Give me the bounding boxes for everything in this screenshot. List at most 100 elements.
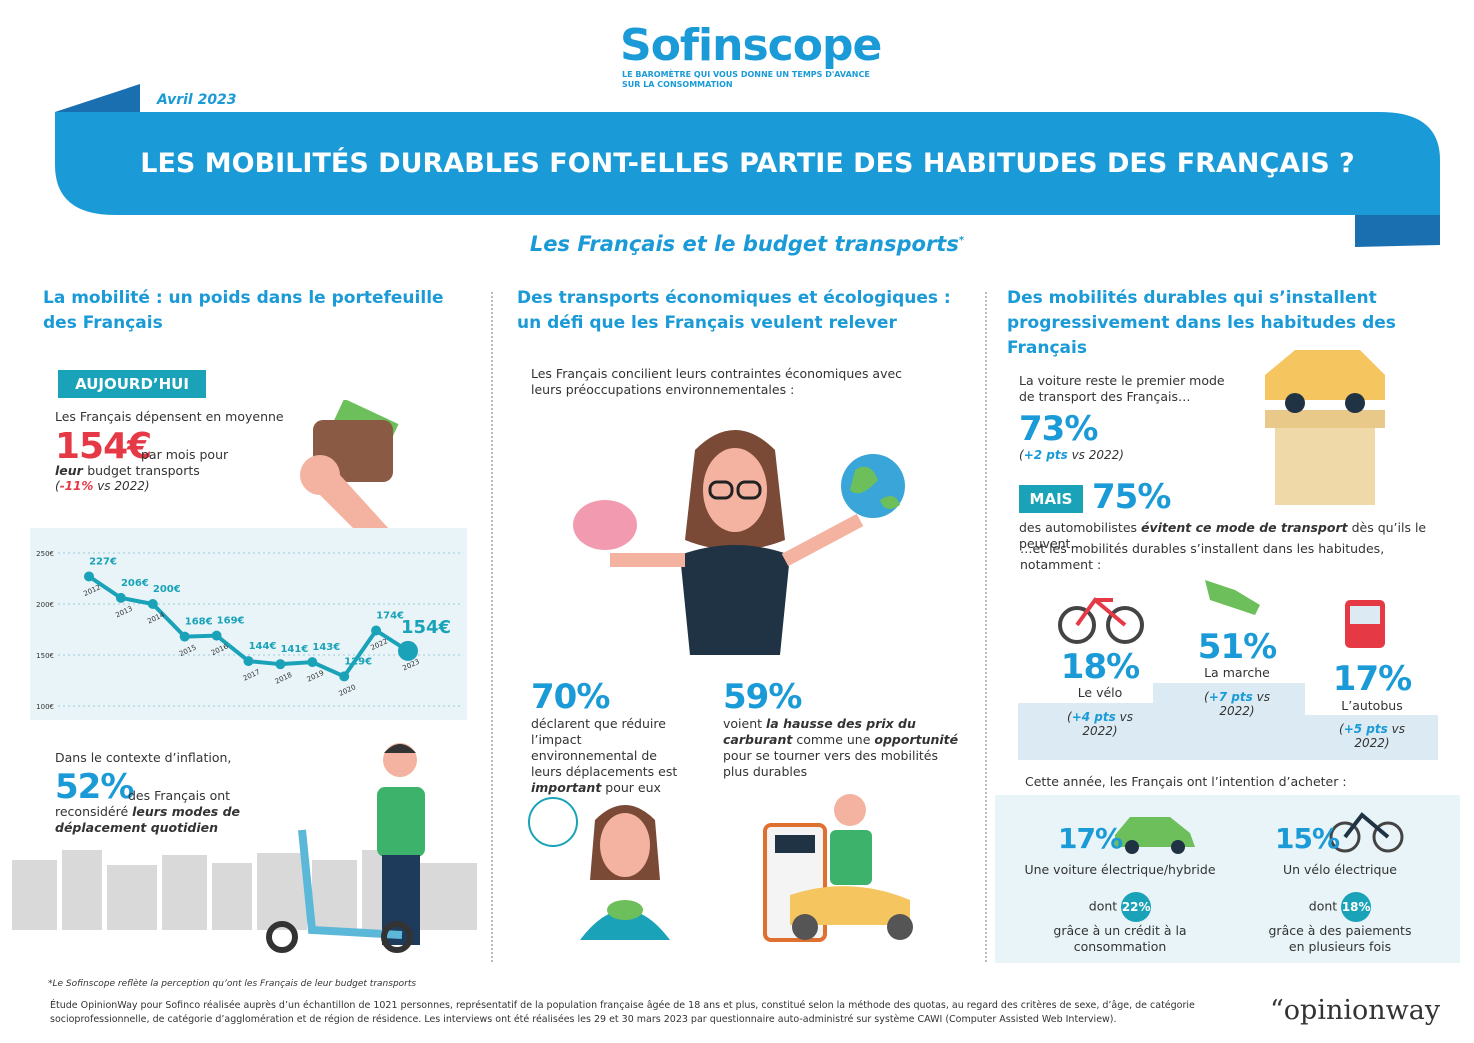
text-part: ( <box>1019 448 1024 462</box>
text: voient la hausse des prix du carburant c… <box>723 716 963 780</box>
text-part: des Français ont reconsidéré <box>55 788 231 819</box>
change: (+5 pts vs 2022) <box>1322 722 1422 750</box>
text-part: vs 2022) <box>1354 722 1405 750</box>
piggy-bank <box>573 500 637 550</box>
point <box>147 599 158 609</box>
wheel <box>381 921 413 953</box>
wheel <box>1125 840 1139 854</box>
label: Le vélo <box>1077 685 1123 700</box>
banner <box>55 84 1440 247</box>
scooter <box>298 829 403 939</box>
text: déclarent que réduire l’impact environne… <box>531 716 691 796</box>
detail: grâce à des paiements en plusieurs fois <box>1268 923 1412 954</box>
wallet-illustration <box>300 400 399 530</box>
value-label: 154€ <box>401 617 451 638</box>
point <box>275 659 286 670</box>
e-bike <box>1372 821 1404 853</box>
shirt <box>680 545 790 655</box>
tagline-line: SUR LA CONSOMMATION <box>622 80 733 89</box>
stat-value: 18% <box>1060 647 1140 687</box>
text: par mois pour leur budget transports <box>55 447 245 479</box>
globe <box>841 454 905 518</box>
point <box>84 571 94 582</box>
date: Avril 2023 <box>157 92 237 108</box>
label: L’autobus <box>1341 698 1403 713</box>
head <box>834 794 866 826</box>
dont-text: dont <box>1088 898 1118 914</box>
point <box>371 625 382 636</box>
text-part: pour eux <box>601 780 661 795</box>
y-tick-label: 100€ <box>36 703 54 711</box>
bike <box>1058 606 1096 644</box>
text: Les Français concilient leurs contrainte… <box>531 366 903 397</box>
y-tick-label: 200€ <box>36 601 54 609</box>
text-part: ( <box>1339 722 1344 736</box>
text-part: déclarent que réduire l’impact environne… <box>531 716 678 779</box>
text-part: ( <box>55 479 60 493</box>
y-tick-label: 250€ <box>36 550 54 558</box>
stat-value: 52% <box>55 767 134 807</box>
city-illustration <box>12 743 477 953</box>
text-part: dès qu’ils le peuvent… <box>1019 520 1427 551</box>
stat-value: 17% <box>1058 822 1123 855</box>
dont-value: 22% <box>1121 892 1152 922</box>
stat-value: 73% <box>1019 409 1098 449</box>
text-part: ( <box>1067 710 1072 724</box>
x-tick-label: 2020 <box>338 683 358 698</box>
skyline <box>12 850 477 930</box>
change: (-11% vs 2022) <box>55 479 150 493</box>
footnote: *Le Sofinscope reflète la perception qu’… <box>48 979 417 989</box>
pump-illustration <box>763 794 913 942</box>
x-tick-label: 2014 <box>146 611 166 626</box>
face <box>703 448 767 532</box>
y-tick-label: 150€ <box>36 652 54 660</box>
e-bike <box>1329 821 1361 853</box>
bubble <box>528 797 578 847</box>
emphasis: leurs modes de déplacement quotidien <box>55 804 241 835</box>
heading: La mobilité : un poids dans le portefeui… <box>43 288 444 333</box>
shoe <box>1205 580 1260 615</box>
banner-shape <box>55 112 1440 215</box>
stat-value: 59% <box>723 677 802 717</box>
emphasis: leur <box>55 463 88 478</box>
glasses <box>736 480 762 500</box>
detail: grâce à un crédit à la consommation <box>1053 923 1187 954</box>
value-label: 169€ <box>217 616 245 627</box>
text-part: vs 2022) <box>93 479 150 493</box>
point <box>307 657 318 668</box>
tagline-line: LE BAROMÈTRE QUI VOUS DONNE UN TEMPS D'A… <box>622 70 870 79</box>
woman-illustration <box>573 430 905 655</box>
value-label: 206€ <box>121 578 149 589</box>
dont-value: 18% <box>1341 892 1372 922</box>
woman-plant-illustration <box>528 797 670 940</box>
wheel <box>1285 393 1305 413</box>
wheel <box>266 921 298 953</box>
x-tick-label: 2012 <box>82 583 102 598</box>
label: Une voiture électrique/hybride <box>1024 862 1216 877</box>
mode-icons <box>1058 580 1385 648</box>
subtitle-mark: * <box>958 235 965 246</box>
e-bike <box>1343 812 1390 839</box>
value-label: 129€ <box>344 656 372 667</box>
bike <box>1075 597 1127 627</box>
value-label: 141€ <box>280 644 308 655</box>
wheel <box>1171 840 1185 854</box>
text-part: vs 2022) <box>1082 710 1133 738</box>
wheel <box>887 914 913 940</box>
line-chart: 250€ 200€ 150€ 100€ 227€ 2012 206€ 2013 200€ 2014… <box>30 528 467 720</box>
point <box>211 630 222 641</box>
text-part: des automobilistes <box>1019 520 1142 535</box>
value-label: 143€ <box>312 642 340 653</box>
stat-value: 70% <box>531 677 610 717</box>
podium-step <box>1153 683 1305 760</box>
value-label: 200€ <box>153 584 181 595</box>
point <box>339 671 350 682</box>
heading: Des mobilités durables qui s’installent … <box>1007 288 1396 358</box>
ribbon <box>55 84 140 112</box>
shirt <box>830 830 872 885</box>
pedestal-top <box>1265 410 1385 428</box>
subtitle: Les Français et le budget transports* <box>0 232 1474 256</box>
text: Cette année, les Français ont l’intentio… <box>1025 774 1347 789</box>
point <box>398 640 418 661</box>
emphasis: opportunité <box>874 732 959 747</box>
